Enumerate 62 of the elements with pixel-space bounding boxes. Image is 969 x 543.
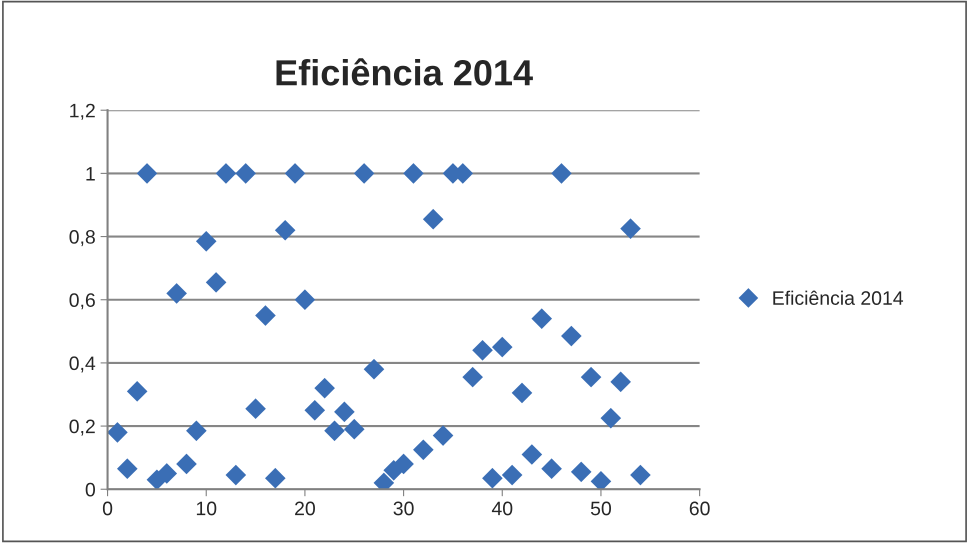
point xyxy=(413,439,434,460)
point xyxy=(502,464,522,486)
legend-label: Eficiência 2014 xyxy=(773,290,904,305)
point xyxy=(531,308,552,329)
point xyxy=(216,163,236,184)
point xyxy=(482,468,503,488)
point xyxy=(108,422,128,443)
point xyxy=(580,366,602,388)
point xyxy=(196,231,217,252)
x-tick-label: 10 xyxy=(196,502,216,516)
point xyxy=(344,418,365,440)
point xyxy=(294,289,316,310)
y-tick-label: 0,2 xyxy=(69,420,95,436)
point xyxy=(166,283,187,304)
point xyxy=(274,220,296,241)
point xyxy=(245,398,266,420)
point xyxy=(255,305,276,326)
point xyxy=(492,336,513,358)
y-tick-label: 0,6 xyxy=(69,293,95,310)
point xyxy=(126,381,148,402)
point xyxy=(265,468,286,488)
point xyxy=(422,208,444,230)
x-tick-label: 0 xyxy=(102,502,112,516)
point xyxy=(235,163,256,184)
y-tick-label: 0,8 xyxy=(69,230,95,246)
point xyxy=(432,425,454,446)
point xyxy=(630,464,651,486)
x-tick-label: 30 xyxy=(394,502,414,516)
point xyxy=(522,444,542,465)
point xyxy=(314,378,335,398)
x-tick-label: 50 xyxy=(590,502,611,516)
y-tick-label: 1,2 xyxy=(70,104,95,120)
x-tick-label: 40 xyxy=(492,502,512,516)
point xyxy=(354,163,374,184)
point xyxy=(620,218,641,239)
point xyxy=(551,163,572,184)
point xyxy=(364,358,384,380)
point xyxy=(334,402,355,422)
y-tick-label: 0,4 xyxy=(69,356,96,372)
point xyxy=(136,163,158,184)
point xyxy=(570,462,592,482)
point xyxy=(116,458,138,480)
point xyxy=(561,326,582,346)
point xyxy=(324,420,345,442)
y-tick-label: 0 xyxy=(86,482,95,496)
point xyxy=(462,366,483,388)
x-tick-label: 20 xyxy=(295,502,315,516)
point xyxy=(186,420,207,442)
point xyxy=(541,458,562,480)
point xyxy=(284,163,306,184)
point xyxy=(176,454,197,474)
point xyxy=(472,340,493,361)
y-tick-label: 1 xyxy=(86,167,95,180)
x-tick-label: 60 xyxy=(690,502,710,516)
point xyxy=(226,464,246,486)
point xyxy=(304,400,326,421)
point xyxy=(600,408,622,428)
point xyxy=(610,372,631,392)
chart-title: Eficiência 2014 xyxy=(276,58,533,86)
point xyxy=(512,382,532,404)
point xyxy=(206,272,226,293)
point xyxy=(403,163,424,184)
